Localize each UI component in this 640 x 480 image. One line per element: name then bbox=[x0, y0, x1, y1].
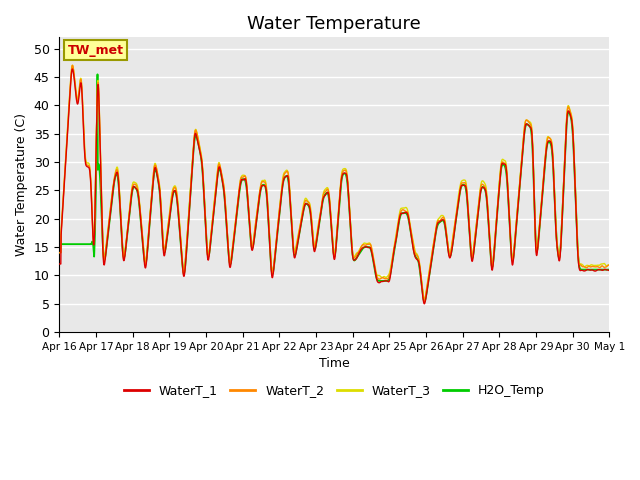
H2O_Temp bbox=[280, 176, 288, 182]
WaterT_1 bbox=[605, 268, 613, 274]
WaterT_2 bbox=[173, 193, 181, 199]
H2O_Temp bbox=[87, 241, 95, 247]
Line: H2O_Temp: H2O_Temp bbox=[60, 74, 609, 302]
WaterT_3 bbox=[68, 62, 76, 68]
WaterT_3 bbox=[420, 297, 428, 302]
WaterT_2 bbox=[68, 62, 76, 68]
H2O_Temp bbox=[420, 299, 428, 305]
H2O_Temp bbox=[93, 72, 101, 77]
WaterT_3 bbox=[605, 262, 613, 268]
WaterT_1 bbox=[173, 197, 181, 203]
WaterT_2 bbox=[262, 180, 269, 186]
WaterT_3 bbox=[173, 191, 181, 197]
H2O_Temp bbox=[56, 241, 63, 247]
WaterT_3 bbox=[283, 168, 291, 173]
Line: WaterT_3: WaterT_3 bbox=[60, 65, 609, 300]
WaterT_1 bbox=[420, 301, 428, 307]
WaterT_1 bbox=[431, 231, 439, 237]
Y-axis label: Water Temperature (C): Water Temperature (C) bbox=[15, 113, 28, 256]
WaterT_3 bbox=[87, 183, 95, 189]
WaterT_2 bbox=[420, 299, 428, 304]
H2O_Temp bbox=[173, 197, 181, 203]
WaterT_1 bbox=[87, 187, 95, 192]
Text: TW_met: TW_met bbox=[68, 44, 124, 57]
WaterT_2 bbox=[431, 229, 439, 235]
WaterT_2 bbox=[56, 250, 63, 255]
X-axis label: Time: Time bbox=[319, 357, 349, 370]
WaterT_1 bbox=[68, 66, 76, 72]
WaterT_1 bbox=[262, 183, 269, 189]
WaterT_3 bbox=[280, 170, 288, 176]
Line: WaterT_2: WaterT_2 bbox=[60, 65, 609, 301]
WaterT_2 bbox=[605, 262, 613, 268]
Line: WaterT_1: WaterT_1 bbox=[60, 69, 609, 304]
WaterT_3 bbox=[262, 178, 269, 184]
WaterT_1 bbox=[283, 173, 291, 179]
Legend: WaterT_1, WaterT_2, WaterT_3, H2O_Temp: WaterT_1, WaterT_2, WaterT_3, H2O_Temp bbox=[118, 379, 550, 402]
WaterT_3 bbox=[431, 229, 439, 235]
Title: Water Temperature: Water Temperature bbox=[248, 15, 421, 33]
WaterT_2 bbox=[87, 185, 95, 191]
WaterT_1 bbox=[56, 261, 63, 267]
WaterT_1 bbox=[280, 176, 288, 181]
WaterT_2 bbox=[280, 172, 288, 178]
H2O_Temp bbox=[283, 173, 291, 179]
H2O_Temp bbox=[431, 232, 439, 238]
H2O_Temp bbox=[605, 267, 613, 273]
H2O_Temp bbox=[262, 184, 269, 190]
WaterT_3 bbox=[56, 250, 63, 255]
WaterT_2 bbox=[283, 168, 291, 174]
